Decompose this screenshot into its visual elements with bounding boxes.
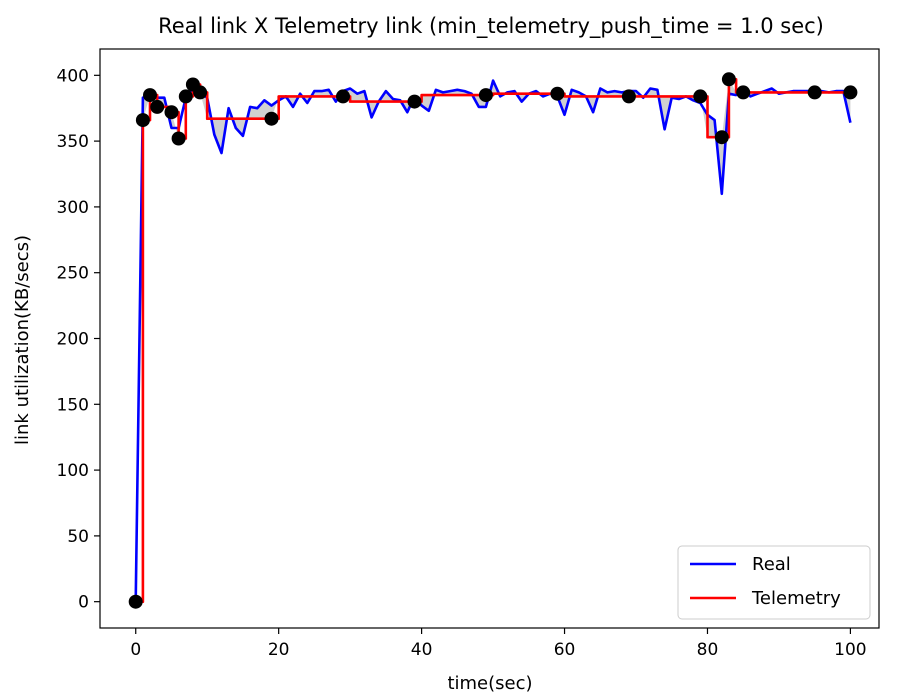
y-tick-label: 300 [57, 198, 89, 218]
telemetry-point [128, 594, 143, 609]
y-tick-label: 50 [67, 527, 89, 547]
x-axis-ticks: 0 20 40 60 80 100 [130, 628, 867, 660]
telemetry-point [621, 89, 636, 104]
telemetry-points-layer [128, 72, 858, 609]
x-tick-label: 80 [697, 640, 719, 660]
x-tick-label: 0 [130, 640, 141, 660]
telemetry-point [407, 94, 422, 109]
telemetry-point [171, 131, 186, 146]
telemetry-point [336, 89, 350, 104]
x-tick-label: 40 [411, 640, 433, 660]
telemetry-point [143, 88, 157, 103]
telemetry-point [150, 99, 165, 114]
telemetry-point [178, 89, 193, 104]
legend-label-telemetry: Telemetry [751, 588, 841, 609]
y-axis-label: link utilization(KB/secs) [12, 235, 33, 445]
y-tick-label: 250 [57, 264, 89, 284]
telemetry-point [843, 85, 858, 100]
series-line-real [134, 79, 852, 602]
y-tick-label: 100 [57, 461, 89, 481]
telemetry-point [164, 105, 179, 120]
legend-label-real: Real [752, 554, 791, 575]
series-line-telemetry [135, 78, 851, 604]
telemetry-point [714, 130, 729, 145]
telemetry-point [807, 85, 822, 100]
telemetry-point [550, 86, 565, 101]
telemetry-point [135, 113, 150, 128]
x-tick-label: 60 [554, 640, 576, 660]
y-axis-ticks: 0 50 100 150 200 250 300 350 400 [57, 66, 100, 613]
y-tick-label: 200 [57, 330, 89, 350]
x-tick-label: 100 [834, 640, 866, 660]
y-tick-label: 0 [78, 593, 89, 613]
x-axis-label: time(sec) [447, 673, 532, 694]
chart-title: Real link X Telemetry link (min_telemetr… [158, 14, 824, 39]
series-layer [134, 78, 852, 604]
y-tick-label: 350 [57, 132, 89, 152]
y-tick-label: 150 [57, 395, 89, 415]
telemetry-point [721, 72, 736, 87]
telemetry-point [478, 88, 493, 103]
telemetry-point [264, 111, 279, 126]
telemetry-point [193, 85, 208, 100]
telemetry-point [736, 85, 751, 100]
legend: Real Telemetry [677, 545, 871, 620]
y-tick-label: 400 [57, 66, 89, 86]
telemetry-point [693, 89, 708, 104]
x-tick-label: 20 [268, 640, 290, 660]
